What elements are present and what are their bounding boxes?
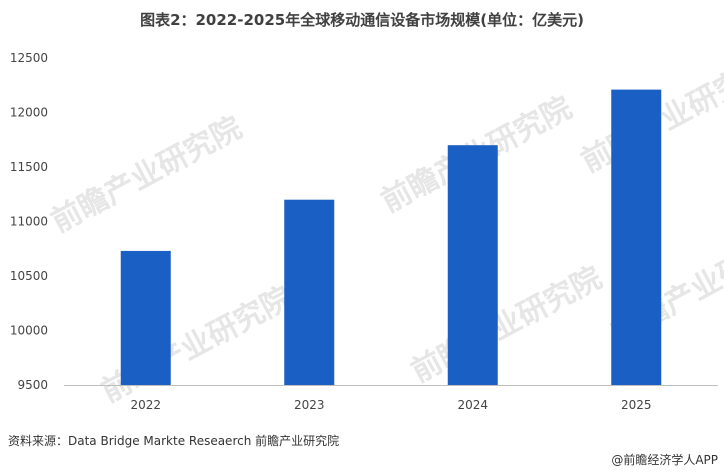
y-tick-label: 9500 (17, 378, 48, 392)
bar-2023 (284, 199, 335, 385)
y-tick-label: 10500 (10, 269, 48, 283)
source-note: 资料来源：Data Bridge Markte Reseaerch 前瞻产业研究… (8, 434, 340, 448)
bar-2024 (447, 145, 498, 385)
x-axis: 2022 2023 2024 2025 (130, 398, 651, 412)
y-tick-label: 10000 (10, 324, 48, 338)
chart-title: 图表2：2022-2025年全球移动通信设备市场规模(单位：亿美元) (140, 11, 584, 29)
y-tick-label: 11000 (10, 215, 48, 229)
bars-group (120, 89, 662, 386)
y-tick-label: 12500 (10, 51, 48, 65)
bar-2025 (611, 89, 662, 386)
x-tick-label: 2023 (294, 398, 325, 412)
brand-label: @前瞻经济学人APP (611, 453, 718, 467)
bar-2022 (120, 250, 171, 385)
y-tick-label: 12000 (10, 106, 48, 120)
y-axis: 9500 10000 10500 11000 11500 12000 12500 (10, 51, 48, 392)
x-tick-label: 2024 (457, 398, 488, 412)
x-tick-label: 2022 (130, 398, 161, 412)
y-tick-label: 11500 (10, 160, 48, 174)
x-tick-label: 2025 (621, 398, 652, 412)
